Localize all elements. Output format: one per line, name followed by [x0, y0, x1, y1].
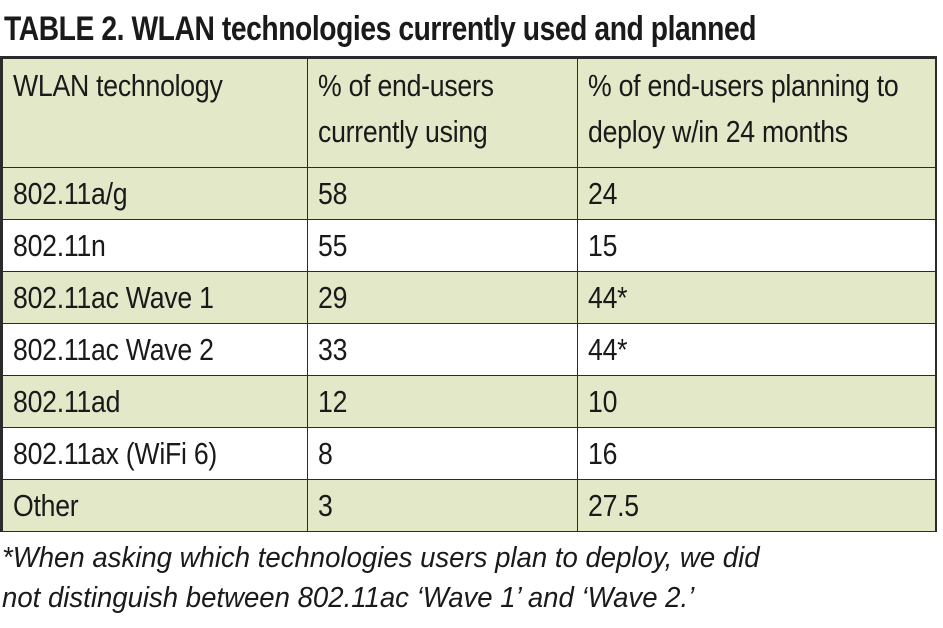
table-row: 802.11n 55 15	[2, 219, 936, 272]
cell-currently-using: 29	[307, 271, 578, 324]
data-table-frame: WLAN technology % of end-users currently…	[0, 56, 937, 532]
cell-technology: 802.11ac Wave 1	[2, 271, 308, 324]
table-row: 802.11ac Wave 1 29 44*	[2, 271, 936, 324]
cell-currently-using: 55	[307, 219, 578, 272]
table-row: 802.11a/g 58 24	[2, 167, 936, 220]
table-row: 802.11ac Wave 2 33 44*	[2, 323, 936, 376]
cell-planning: 27.5	[577, 479, 936, 532]
cell-currently-using: 12	[307, 375, 578, 428]
table-row: Other 3 27.5	[2, 479, 936, 532]
table-row: 802.11ax (WiFi 6) 8 16	[2, 427, 936, 480]
cell-currently-using: 58	[307, 167, 578, 220]
cell-planning: 10	[577, 375, 936, 428]
table-header-row: WLAN technology % of end-users currently…	[2, 58, 936, 168]
cell-planning: 44*	[577, 323, 936, 376]
table-row: 802.11ad 12 10	[2, 375, 936, 428]
cell-planning: 16	[577, 427, 936, 480]
cell-planning: 24	[577, 167, 936, 220]
cell-technology: 802.11a/g	[2, 167, 308, 220]
cell-currently-using: 8	[307, 427, 578, 480]
cell-technology: 802.11ax (WiFi 6)	[2, 427, 308, 480]
footnote-line-1: *When asking which technologies users pl…	[2, 542, 760, 574]
cell-technology: 802.11ac Wave 2	[2, 323, 308, 376]
table-title: TABLE 2. WLAN technologies currently use…	[4, 10, 757, 48]
cell-technology: 802.11ad	[2, 375, 308, 428]
cell-technology: Other	[2, 479, 308, 532]
cell-planning: 15	[577, 219, 936, 272]
header-wlan-technology: WLAN technology	[2, 58, 308, 168]
cell-currently-using: 3	[307, 479, 578, 532]
footnote-line-2: not distinguish between 802.11ac ‘Wave 1…	[2, 582, 695, 614]
header-currently-using: % of end-users currently using	[307, 58, 578, 168]
cell-planning: 44*	[577, 271, 936, 324]
header-planning-to-deploy: % of end-users planning to deploy w/in 2…	[577, 58, 936, 168]
table-footnote: *When asking which technologies users pl…	[2, 538, 941, 618]
wlan-technologies-table: WLAN technology % of end-users currently…	[2, 58, 936, 532]
cell-currently-using: 33	[307, 323, 578, 376]
cell-technology: 802.11n	[2, 219, 308, 272]
